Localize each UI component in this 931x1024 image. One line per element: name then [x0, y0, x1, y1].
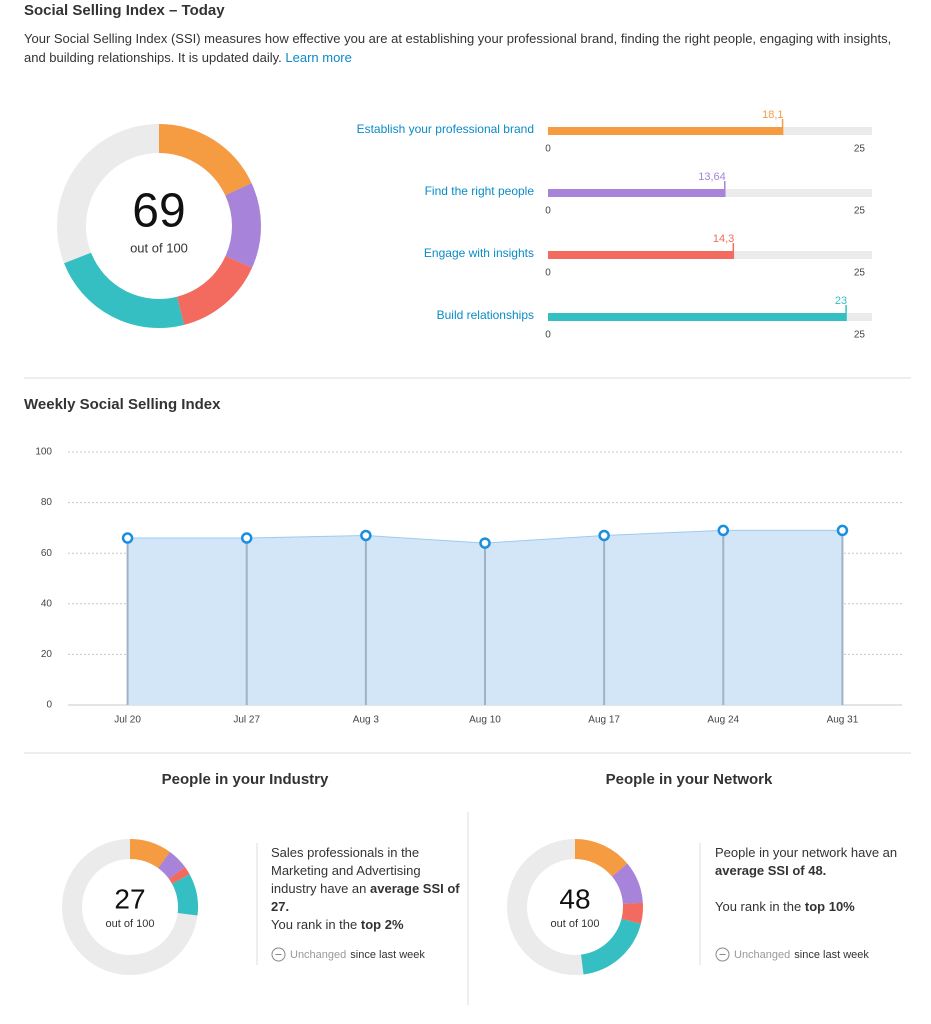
point — [479, 537, 491, 549]
bar — [548, 127, 783, 135]
donut-segment — [168, 867, 190, 885]
donut-segment — [580, 918, 641, 975]
rank-text: You rank in the — [715, 899, 802, 914]
x-tick-label: 0 — [545, 268, 551, 279]
status: Unchanged — [734, 948, 791, 961]
x-tick-label: 0 — [545, 330, 551, 341]
point — [360, 529, 372, 542]
y-tick-label: 80 — [41, 497, 53, 508]
x-tick-label: Aug 24 — [707, 715, 739, 726]
center-label: out of 100 — [130, 240, 188, 255]
status-icon — [715, 947, 730, 962]
network-info: People in your network have an average S… — [715, 844, 905, 916]
point — [717, 524, 730, 537]
bar-label: Find the right people — [425, 184, 535, 198]
y-tick-label: 20 — [41, 649, 53, 660]
x-tick-label: 25 — [854, 206, 866, 217]
status-suffix: since last week — [794, 948, 869, 961]
description-text: Your Social Selling Index (SSI) measures… — [24, 31, 892, 65]
bar-label: Establish your professional brand — [357, 122, 534, 136]
x-tick-label: 0 — [545, 206, 551, 217]
donut-segment — [611, 863, 643, 905]
info-highlight: average SSI of 48. — [715, 863, 827, 878]
x-tick-label: Jul 20 — [114, 715, 141, 726]
description: Your Social Selling Index (SSI) measures… — [24, 29, 904, 67]
value-label: 18,1 — [762, 109, 783, 121]
donut-segment — [171, 874, 198, 916]
value-label: 14,3 — [713, 233, 734, 245]
donut-segment — [158, 124, 252, 196]
x-tick-label: 25 — [854, 144, 866, 155]
center-label: out of 100 — [551, 918, 600, 930]
learn-more-link[interactable]: Learn more — [285, 50, 352, 65]
rank: top 10% — [804, 899, 855, 914]
donut-segment — [225, 183, 261, 268]
x-tick-label: 25 — [854, 330, 866, 341]
donut-segment — [129, 839, 170, 869]
x-tick-label: Aug 3 — [353, 715, 380, 726]
status-suffix: since last week — [350, 948, 425, 961]
y-tick-label: 40 — [41, 598, 53, 609]
x-tick-label: 0 — [545, 144, 551, 155]
center-value: 27 — [114, 883, 145, 914]
point — [836, 524, 849, 537]
section-title: Weekly Social Selling Index — [24, 396, 221, 413]
point — [240, 532, 253, 544]
donut-segment — [176, 255, 252, 325]
x-tick-label: 25 — [854, 268, 866, 279]
value-label: 23 — [835, 295, 847, 307]
info-text: Sales professionals in the Marketing and… — [271, 845, 421, 896]
network-status: Unchanged since last week — [715, 947, 869, 962]
point — [121, 532, 134, 544]
x-tick-label: Aug 10 — [469, 715, 501, 726]
section-title: People in your Industry — [162, 771, 329, 788]
center-label: out of 100 — [106, 918, 155, 930]
bar — [548, 313, 847, 321]
y-tick-label: 60 — [41, 548, 53, 559]
industry-status: Unchanged since last week — [271, 947, 425, 962]
x-tick-label: Aug 31 — [827, 715, 859, 726]
bar — [548, 251, 734, 259]
status-icon — [271, 947, 286, 962]
value-label: 13,64 — [698, 171, 726, 183]
donut-segment — [64, 252, 185, 328]
page-title: Social Selling Index – Today — [24, 2, 225, 19]
donut-segment — [574, 839, 628, 877]
y-tick-label: 0 — [46, 700, 52, 711]
info-text: People in your network have an — [715, 845, 898, 860]
bar-label: Engage with insights — [424, 246, 534, 260]
y-tick-label: 100 — [35, 447, 52, 458]
section-title: People in your Network — [606, 771, 773, 788]
point — [598, 529, 610, 542]
x-tick-label: Aug 17 — [588, 715, 620, 726]
bar-label: Build relationships — [437, 308, 534, 322]
rank-text: You rank in the — [271, 917, 358, 932]
x-tick-label: Jul 27 — [233, 715, 260, 726]
rank: top 2% — [360, 917, 404, 932]
bar — [548, 189, 725, 197]
center-value: 69 — [132, 185, 185, 238]
status: Unchanged — [290, 948, 347, 961]
industry-info: Sales professionals in the Marketing and… — [271, 844, 461, 934]
donut-segment — [157, 851, 186, 880]
donut-segment — [621, 902, 643, 924]
info-highlight: average SSI of 27. — [271, 881, 460, 914]
center-value: 48 — [559, 883, 590, 914]
